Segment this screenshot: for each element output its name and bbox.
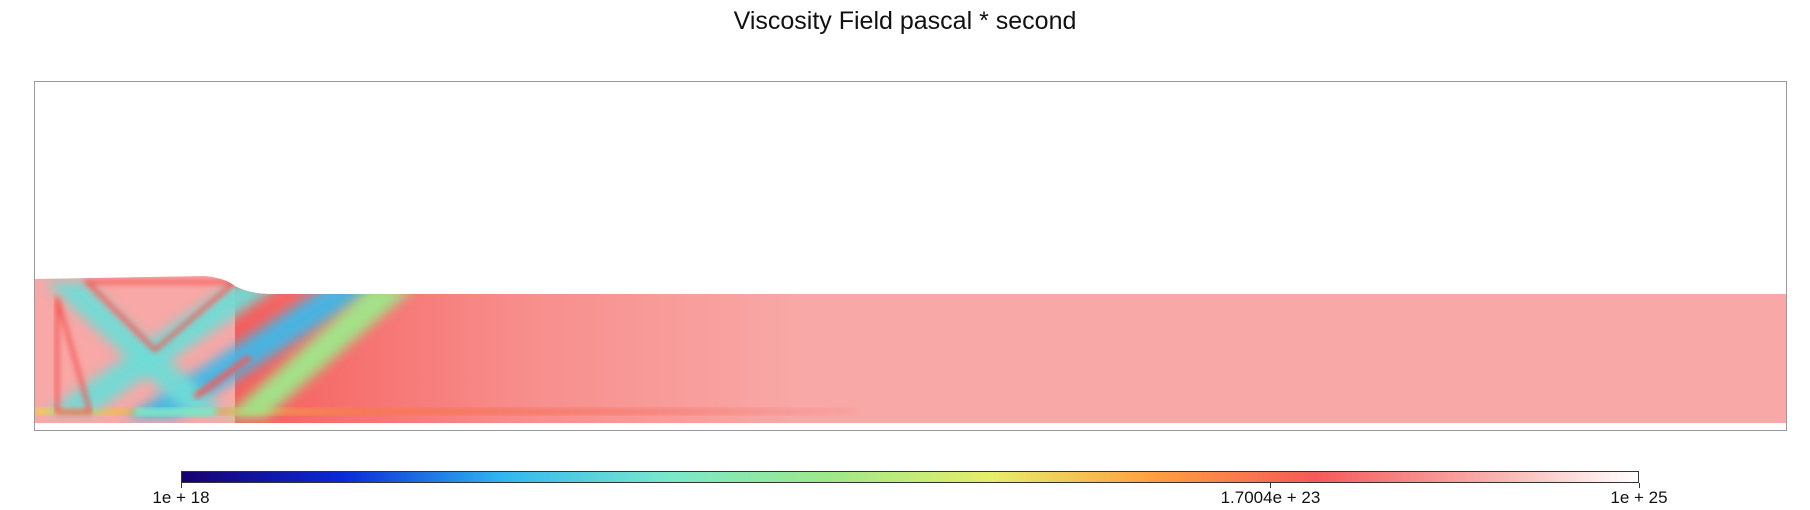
colorbar-tick	[180, 483, 182, 488]
chart-title: Viscosity Field pascal * second	[733, 7, 1077, 35]
colorbar-tick-label: 1e + 25	[1610, 488, 1668, 507]
colorbar	[181, 471, 1639, 483]
plot-area	[34, 81, 1787, 431]
rim-center	[193, 354, 252, 400]
colorbar-tick	[1269, 483, 1271, 488]
rim-upper	[82, 280, 241, 353]
shear-band-3	[225, 287, 415, 418]
colorbar-tick	[1638, 483, 1640, 488]
field-layers	[35, 276, 1786, 423]
colorbar-tick-label: 1.7004e + 23	[1220, 488, 1321, 507]
viscosity-field	[35, 276, 1786, 423]
bottom-band	[35, 408, 855, 415]
shear-band-1	[45, 282, 285, 412]
bottom-cyan-patch	[135, 408, 215, 416]
colorbar-tick-label: 1e + 18	[152, 488, 210, 507]
shear-band-4	[45, 282, 225, 412]
rim-left	[55, 296, 93, 414]
